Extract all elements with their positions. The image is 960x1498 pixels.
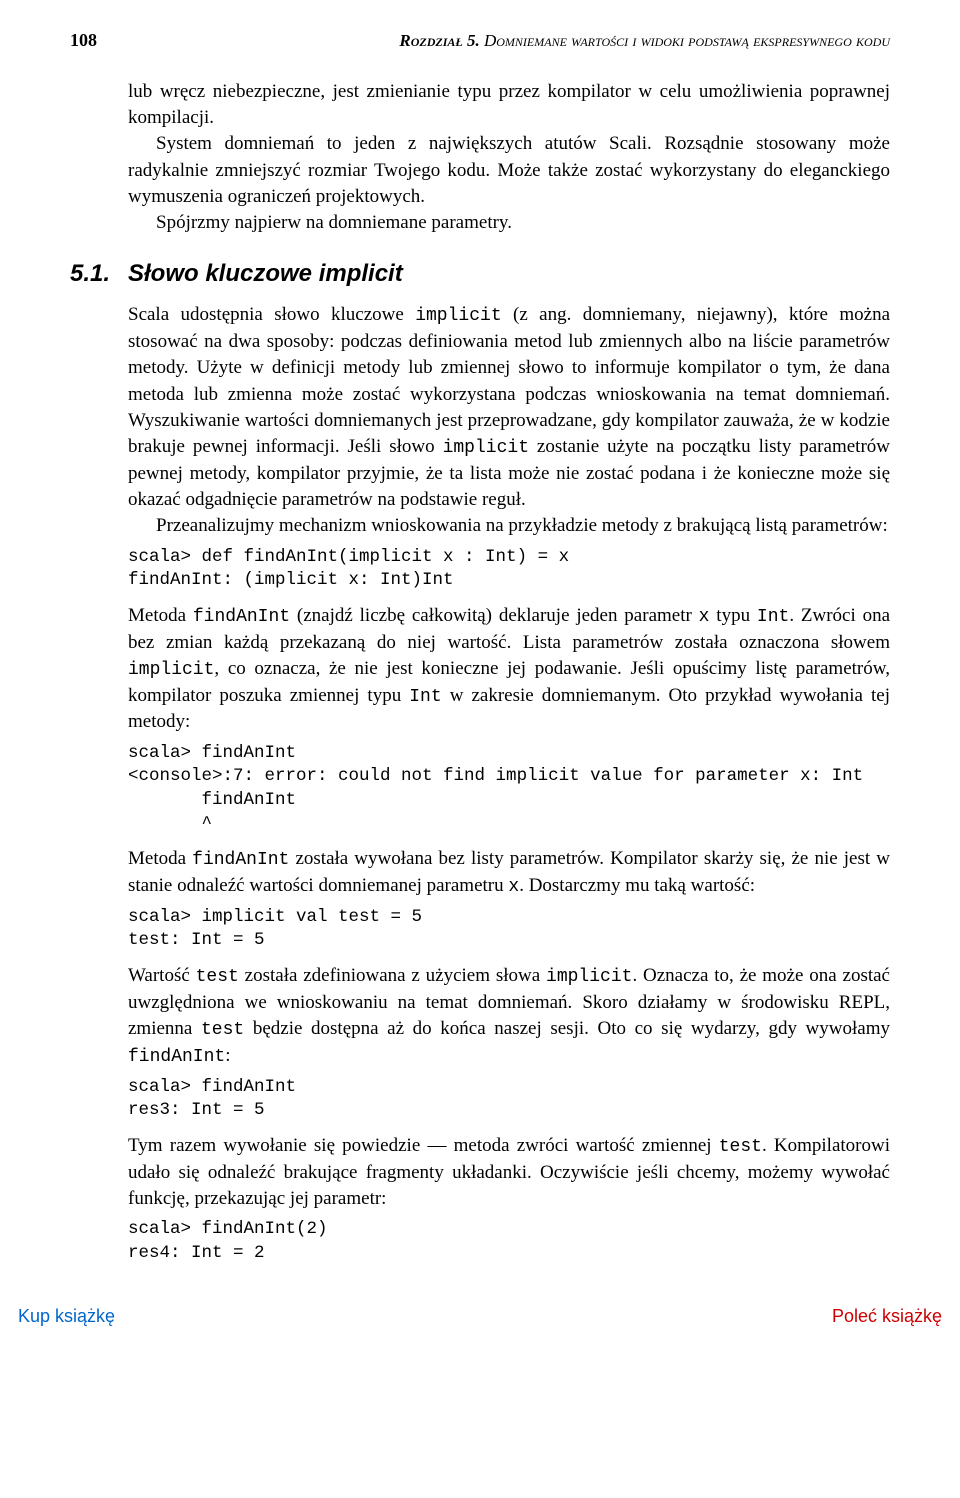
page-header: 108 Rozdział 5. Domniemane wartości i wi…	[70, 30, 890, 51]
code-inline: Int	[757, 607, 789, 627]
code-inline: implicit	[443, 438, 529, 458]
section-heading: 5.1. Słowo kluczowe implicit	[70, 260, 890, 288]
code-inline: implicit	[415, 306, 501, 326]
text: Wartość	[128, 965, 196, 986]
code-inline: test	[196, 967, 239, 987]
text: (z ang. domniemany, niejawny), które moż…	[128, 304, 890, 457]
code-block-1: scala> def findAnInt(implicit x : Int) =…	[128, 546, 890, 593]
intro-p3: Spójrzmy najpierw na domniemane parametr…	[128, 210, 890, 236]
code-inline: x	[508, 877, 519, 897]
code-block-2: scala> findAnInt <console>:7: error: cou…	[128, 742, 890, 837]
code-inline: implicit	[128, 660, 214, 680]
text: Scala udostępnia słowo kluczowe	[128, 304, 415, 325]
text: Metoda	[128, 848, 192, 869]
code-inline: findAnInt	[192, 850, 289, 870]
chapter-label: Rozdział 5.	[399, 31, 479, 50]
body-p6: Tym razem wywołanie się powiedzie — meto…	[128, 1133, 890, 1212]
chapter-header: Rozdział 5. Domniemane wartości i widoki…	[399, 31, 890, 51]
code-inline: Int	[409, 687, 441, 707]
code-inline: x	[699, 607, 710, 627]
section-number: 5.1.	[70, 260, 128, 288]
text: będzie dostępna aż do końca naszej sesji…	[244, 1018, 890, 1039]
code-inline: test	[201, 1020, 244, 1040]
text: została zdefiniowana z użyciem słowa	[239, 965, 546, 986]
intro-p1: lub wręcz niebezpieczne, jest zmienianie…	[128, 79, 890, 131]
body-p3: Metoda findAnInt (znajdź liczbę całkowit…	[128, 603, 890, 736]
body-block: Scala udostępnia słowo kluczowe implicit…	[128, 302, 890, 1265]
body-p2: Przeanalizujmy mechanizm wnioskowania na…	[128, 513, 890, 539]
text: (znajdź liczbę całkowitą) deklaruje jede…	[290, 605, 699, 626]
chapter-title: Domniemane wartości i widoki podstawą ek…	[484, 31, 890, 50]
body-p1: Scala udostępnia słowo kluczowe implicit…	[128, 302, 890, 513]
intro-p2: System domniemań to jeden z największych…	[128, 131, 890, 210]
buy-book-link[interactable]: Kup książkę	[18, 1306, 115, 1327]
body-p5: Wartość test została zdefiniowana z użyc…	[128, 963, 890, 1070]
page-footer: Kup książkę Poleć książkę	[0, 1296, 960, 1341]
text: Metoda	[128, 605, 193, 626]
page-container: 108 Rozdział 5. Domniemane wartości i wi…	[0, 0, 960, 1296]
code-block-4: scala> findAnInt res3: Int = 5	[128, 1076, 890, 1123]
recommend-book-link[interactable]: Poleć książkę	[832, 1306, 942, 1327]
text: . Dostarczmy mu taką wartość:	[519, 875, 755, 896]
section-title: Słowo kluczowe implicit	[128, 260, 403, 288]
code-inline: implicit	[546, 967, 632, 987]
text: Tym razem wywołanie się powiedzie — meto…	[128, 1135, 719, 1156]
code-inline: test	[719, 1137, 762, 1157]
body-p4: Metoda findAnInt została wywołana bez li…	[128, 846, 890, 900]
intro-block: lub wręcz niebezpieczne, jest zmienianie…	[128, 79, 890, 236]
text: :	[225, 1045, 230, 1066]
page-number: 108	[70, 30, 97, 51]
code-block-5: scala> findAnInt(2) res4: Int = 2	[128, 1218, 890, 1265]
code-block-3: scala> implicit val test = 5 test: Int =…	[128, 906, 890, 953]
text: typu	[709, 605, 756, 626]
code-inline: findAnInt	[193, 607, 290, 627]
code-inline: findAnInt	[128, 1047, 225, 1067]
